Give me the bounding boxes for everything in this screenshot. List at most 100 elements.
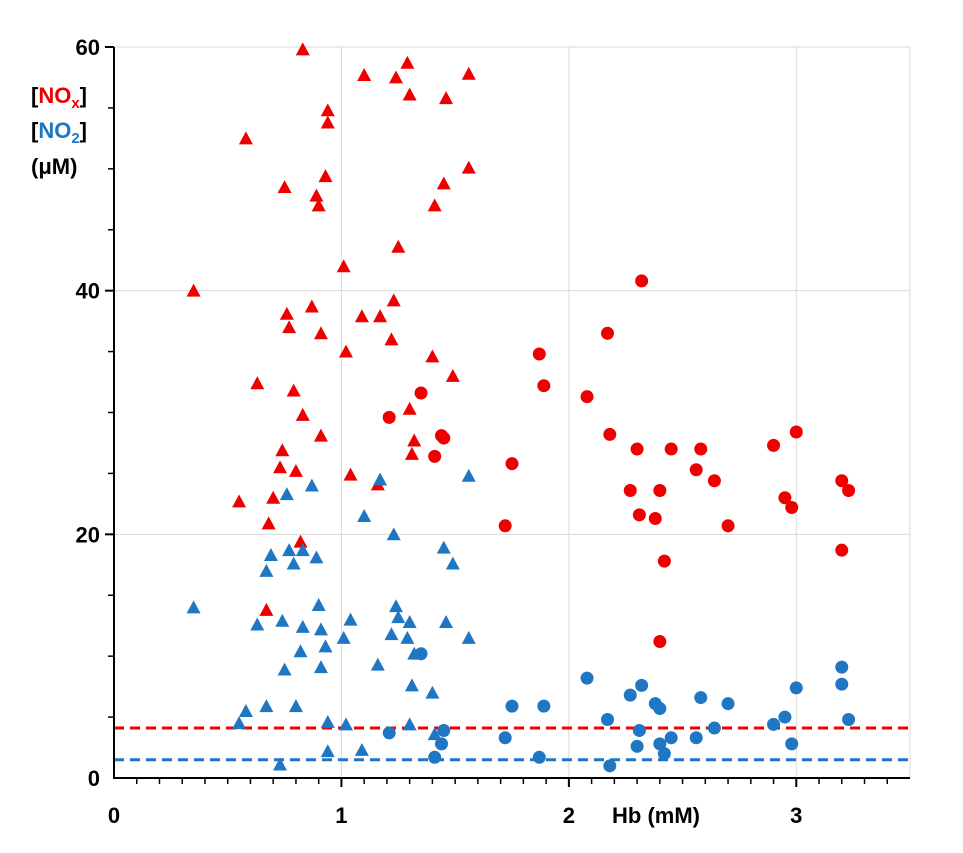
data-point-triangle bbox=[259, 602, 274, 616]
data-point-triangle bbox=[282, 543, 297, 557]
data-point-triangle bbox=[286, 383, 301, 397]
data-point-circle bbox=[532, 347, 546, 361]
data-point-circle bbox=[694, 691, 708, 705]
data-point-circle bbox=[428, 449, 442, 463]
data-point-circle bbox=[721, 519, 735, 533]
data-point-triangle bbox=[436, 540, 451, 554]
data-point-triangle bbox=[445, 368, 460, 382]
data-point-triangle bbox=[186, 600, 201, 614]
data-point-triangle bbox=[336, 630, 351, 644]
data-point-triangle bbox=[404, 678, 419, 692]
data-point-triangle bbox=[295, 543, 310, 557]
data-point-triangle bbox=[279, 306, 294, 320]
data-point-circle bbox=[580, 390, 594, 404]
data-point-triangle bbox=[389, 599, 404, 613]
data-point-triangle bbox=[373, 309, 388, 323]
data-point-triangle bbox=[313, 326, 328, 340]
data-point-triangle bbox=[279, 487, 294, 501]
data-point-triangle bbox=[427, 727, 442, 741]
data-point-circle bbox=[601, 713, 615, 727]
data-point-circle bbox=[767, 717, 781, 731]
data-point-triangle bbox=[389, 70, 404, 84]
data-point-triangle bbox=[391, 610, 406, 624]
y-axis-title-species: NO bbox=[38, 118, 71, 143]
x-tick-label: 3 bbox=[790, 803, 802, 828]
data-point-circle bbox=[657, 554, 671, 568]
data-point-circle bbox=[648, 511, 662, 525]
data-point-triangle bbox=[402, 87, 417, 101]
data-point-circle bbox=[789, 425, 803, 439]
data-point-triangle bbox=[313, 622, 328, 636]
data-point-circle bbox=[707, 474, 721, 488]
data-point-circle bbox=[653, 635, 667, 649]
data-point-triangle bbox=[436, 176, 451, 190]
data-point-circle bbox=[505, 457, 519, 471]
data-point-triangle bbox=[273, 757, 288, 771]
data-point-circle bbox=[437, 431, 451, 445]
data-point-circle bbox=[580, 671, 594, 685]
data-point-circle bbox=[428, 750, 442, 764]
data-point-circle bbox=[689, 463, 703, 477]
data-point-triangle bbox=[425, 349, 440, 363]
data-point-circle bbox=[603, 759, 617, 773]
y-axis-title-bracket: ] bbox=[80, 118, 87, 143]
data-point-triangle bbox=[461, 630, 476, 644]
data-point-circle bbox=[505, 699, 519, 713]
data-point-circle bbox=[434, 737, 448, 751]
x-tick-label: 1 bbox=[335, 803, 347, 828]
data-point-triangle bbox=[295, 619, 310, 633]
data-point-triangle bbox=[309, 188, 324, 202]
y-tick-label: 60 bbox=[76, 35, 100, 60]
data-point-circle bbox=[498, 519, 512, 533]
data-point-circle bbox=[498, 731, 512, 745]
data-point-triangle bbox=[304, 478, 319, 492]
data-point-triangle bbox=[357, 509, 372, 523]
data-point-circle bbox=[835, 543, 849, 557]
data-point-circle bbox=[414, 386, 428, 400]
data-point-triangle bbox=[238, 131, 253, 145]
data-point-circle bbox=[601, 326, 615, 340]
data-point-circle bbox=[785, 501, 799, 515]
data-point-triangle bbox=[318, 639, 333, 653]
plot-area-background bbox=[114, 47, 910, 778]
data-point-circle bbox=[835, 660, 849, 674]
y-axis-title-bracket: [ bbox=[31, 118, 39, 143]
data-point-circle bbox=[532, 750, 546, 764]
data-point-circle bbox=[537, 699, 551, 713]
data-point-circle bbox=[653, 737, 667, 751]
data-point-triangle bbox=[282, 320, 297, 334]
y-axis-title-subscript: x bbox=[71, 95, 80, 112]
y-axis-title-line: [NOx] bbox=[31, 83, 87, 112]
data-point-triangle bbox=[386, 293, 401, 307]
data-point-triangle bbox=[261, 516, 276, 530]
data-point-triangle bbox=[384, 332, 399, 346]
y-axis-title-subscript: 2 bbox=[71, 130, 79, 147]
data-point-circle bbox=[653, 483, 667, 497]
y-axis-title-bracket: [ bbox=[31, 83, 39, 108]
data-point-triangle bbox=[313, 428, 328, 442]
x-axis-title: Hb (mM) bbox=[612, 803, 700, 828]
data-point-triangle bbox=[445, 556, 460, 570]
data-point-triangle bbox=[288, 699, 303, 713]
data-point-circle bbox=[382, 726, 396, 740]
data-point-triangle bbox=[461, 66, 476, 80]
data-point-triangle bbox=[311, 597, 326, 611]
data-point-circle bbox=[842, 483, 856, 497]
axes bbox=[105, 46, 910, 787]
data-point-circle bbox=[767, 438, 781, 452]
data-point-triangle bbox=[320, 744, 335, 758]
y-tick-label: 20 bbox=[76, 522, 100, 547]
data-point-triangle bbox=[386, 527, 401, 541]
data-point-triangle bbox=[259, 699, 274, 713]
data-point-triangle bbox=[354, 309, 369, 323]
data-point-triangle bbox=[320, 103, 335, 117]
data-point-circle bbox=[623, 688, 637, 702]
data-point-circle bbox=[437, 723, 451, 737]
data-point-triangle bbox=[273, 460, 288, 474]
data-point-triangle bbox=[309, 550, 324, 564]
data-point-triangle bbox=[266, 490, 281, 504]
data-point-triangle bbox=[402, 401, 417, 415]
data-point-circle bbox=[537, 379, 551, 393]
